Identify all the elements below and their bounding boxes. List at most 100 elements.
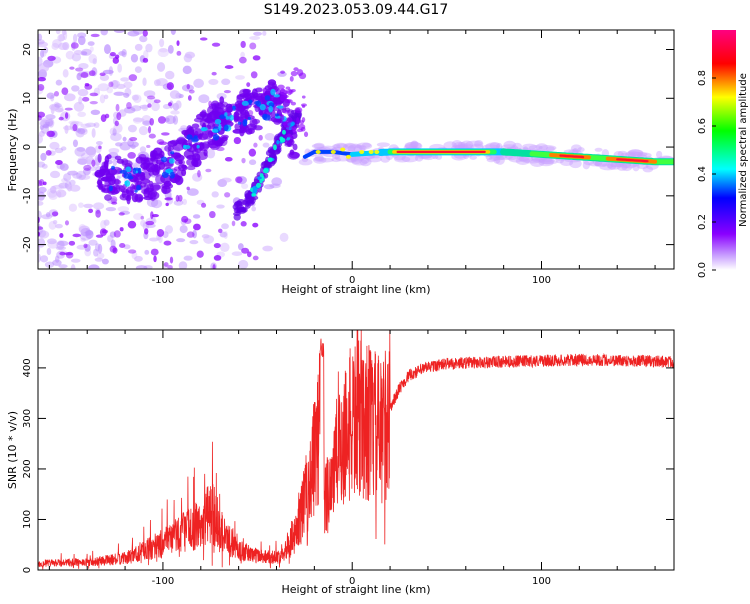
spectrogram-blob xyxy=(280,114,285,121)
spectrogram-blob xyxy=(503,140,516,149)
spectrogram-blob xyxy=(60,146,67,151)
colorbar-tick-label-0: 0.0 xyxy=(697,262,708,278)
spectrogram-blob xyxy=(223,231,228,239)
spectrogram-blob xyxy=(234,123,240,131)
spectrogram-blob xyxy=(485,155,493,160)
spectrogram-blob xyxy=(125,166,132,173)
spectrogram-blob xyxy=(136,180,142,186)
spectrogram-blob xyxy=(193,78,204,89)
spectrogram-blob xyxy=(150,248,159,256)
spectrogram-blob xyxy=(198,142,209,152)
spectrogram-blob xyxy=(58,116,64,121)
spectrogram-blob xyxy=(112,247,118,254)
spectrogram-blob xyxy=(359,145,367,152)
spectrogram-blob xyxy=(83,203,94,209)
spectrogram-blob xyxy=(41,163,48,169)
spectrogram-blob xyxy=(515,156,531,166)
spectrogram-band-10 xyxy=(559,154,585,159)
spectrogram-blob xyxy=(64,93,76,102)
colorbar-tick-label-4: 0.8 xyxy=(697,70,708,86)
spectrogram-blob xyxy=(172,142,185,152)
spectrogram-blob xyxy=(523,158,542,164)
spectrogram-blob xyxy=(63,173,72,182)
spectrogram-blob xyxy=(545,146,555,152)
spectrogram-blob xyxy=(238,259,249,269)
spectrogram-blob xyxy=(300,126,306,132)
spectrogram-blob xyxy=(165,202,169,207)
spectrogram-blob xyxy=(176,238,186,243)
spectrogram-blob xyxy=(240,51,245,59)
spectrogram-blob xyxy=(100,30,108,36)
spectrogram-blob xyxy=(112,57,120,64)
spectrogram-blob xyxy=(113,91,125,96)
spectrogram-blob xyxy=(252,255,259,261)
spectrogram-blob xyxy=(632,162,640,172)
spectrogram-blob xyxy=(66,183,73,192)
spectrogram-blob xyxy=(170,110,180,115)
spectrogram-blob xyxy=(244,189,252,199)
colorbar-tick-label-2: 0.4 xyxy=(697,166,708,182)
spectrogram-blob xyxy=(594,160,602,167)
spectrogram-blob xyxy=(140,219,146,227)
spectrogram-blob xyxy=(621,163,633,172)
spectrogram-blob xyxy=(315,149,321,154)
spectrogram-blob xyxy=(144,228,149,235)
spectrogram-blob xyxy=(285,134,293,138)
colorbar: 0.0 0.2 0.4 0.6 0.8 Normalized spectral ampl… xyxy=(697,30,749,278)
spectrogram-blob xyxy=(91,128,96,138)
spectrogram-blob xyxy=(610,161,618,168)
spectrogram-blob xyxy=(43,46,49,54)
spectrogram-blob xyxy=(294,107,303,114)
spectrogram-blob xyxy=(259,103,266,111)
spectrogram-blob xyxy=(560,158,574,167)
spectrogram-blob xyxy=(183,144,191,150)
spectrogram-blob xyxy=(108,147,120,154)
spectrogram-blob xyxy=(528,145,543,151)
spectrogram-blob xyxy=(46,247,52,256)
spectrogram-blob xyxy=(169,90,180,99)
spectrogram-blob xyxy=(273,117,282,125)
spectrogram-blob xyxy=(288,117,293,124)
spectrogram-blob xyxy=(273,144,277,151)
spectrogram-blob xyxy=(241,247,250,254)
spectrogram-blob xyxy=(443,141,457,150)
spectrogram-blob xyxy=(259,179,263,184)
snr-ylabel: SNR (10 * v/v) xyxy=(6,411,19,489)
spectrogram-blob xyxy=(150,152,157,161)
spectrogram-blob xyxy=(47,240,59,249)
spectrogram-blob xyxy=(178,160,183,165)
spectrogram-blob xyxy=(262,114,271,121)
spectrogram-blob xyxy=(330,149,336,154)
spectrogram-blob xyxy=(191,143,197,148)
spectrogram-blob xyxy=(127,152,136,159)
spectrogram-blob xyxy=(248,159,257,166)
spectrogram-band-11 xyxy=(616,158,649,163)
spectrogram-blob xyxy=(236,94,243,104)
spectrogram-blob xyxy=(61,30,67,36)
snr-ytick-label-0: 0 xyxy=(22,567,33,573)
spectrogram-blob xyxy=(45,212,51,218)
spectrogram-blob xyxy=(258,134,263,141)
spectrogram-blob xyxy=(191,137,199,143)
spectrogram-blob xyxy=(145,220,155,226)
spectrogram-blob xyxy=(87,41,95,46)
spectrogram-blob xyxy=(196,144,200,149)
spectrogram-blob xyxy=(233,115,240,122)
spectrogram-blob xyxy=(318,157,334,163)
spectrogram-blob xyxy=(80,123,92,129)
spectrogram-blob xyxy=(453,141,468,150)
spectrogram-blob xyxy=(256,182,262,188)
spectrogram-blob xyxy=(606,161,614,169)
spectrogram-blob xyxy=(74,146,86,157)
spectrogram-blob xyxy=(147,126,152,134)
spectrogram-blob xyxy=(454,144,473,150)
spectrogram-blob xyxy=(246,82,251,87)
spectrogram-blob xyxy=(103,44,111,55)
spectrogram-blob xyxy=(465,140,483,147)
spectrogram-ytick-label-3: 10 xyxy=(22,92,33,105)
colorbar-ticks: 0.0 0.2 0.4 0.6 0.8 xyxy=(697,70,716,278)
spectrogram-blob xyxy=(301,117,306,123)
spectrogram-blob xyxy=(130,144,136,149)
spectrogram-blob xyxy=(240,221,247,227)
spectrogram-blob xyxy=(64,112,69,119)
